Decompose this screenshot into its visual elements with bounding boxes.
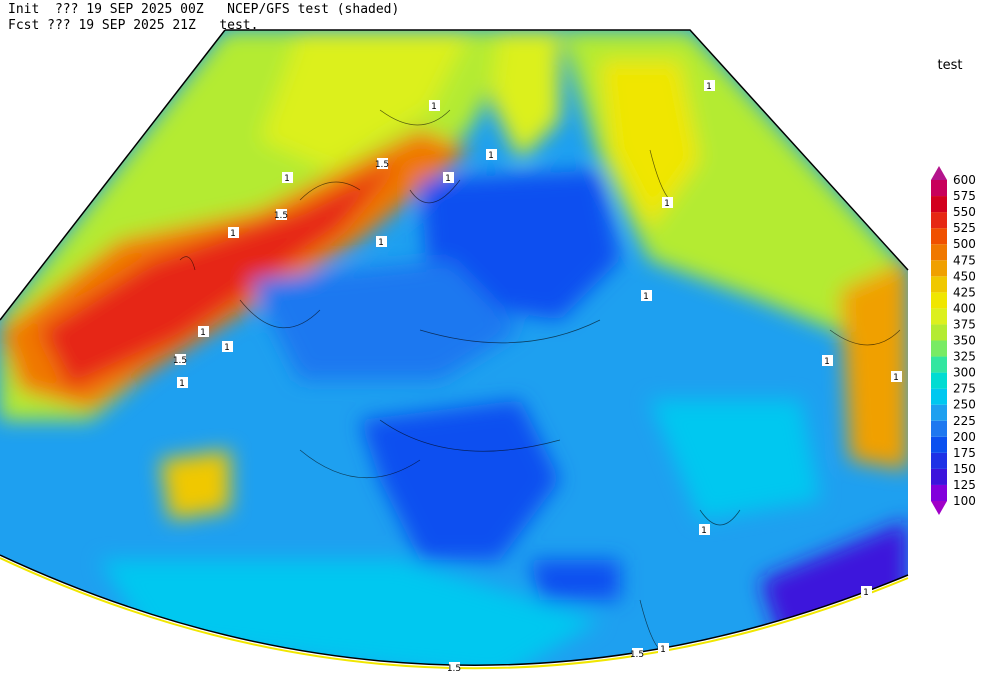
colorbar-segment [931, 324, 947, 341]
colorbar-label: 250 [953, 398, 976, 412]
colorbar-segment [931, 420, 947, 437]
colorbar-segment [931, 228, 947, 245]
colorbar-segment [931, 452, 947, 469]
contour-label-bg [198, 326, 209, 337]
colorbar-label: 375 [953, 317, 976, 331]
colorbar-segment [931, 468, 947, 485]
contour-label: 1 [643, 292, 649, 302]
colorbar-label: 550 [953, 205, 976, 219]
contour-label: 1 [488, 151, 494, 161]
contour-label: 1.5 [173, 356, 187, 366]
colorbar-label: 175 [953, 446, 976, 460]
contour-label-bg [443, 172, 454, 183]
colorbar-label: 325 [953, 350, 976, 364]
contour-label-bg [704, 80, 715, 91]
colorbar-segment [931, 196, 947, 213]
contour-label: 1 [224, 343, 230, 353]
colorbar-segment [931, 212, 947, 229]
contour-label-bg [861, 586, 872, 597]
contour-label-bg [486, 149, 497, 160]
colorbar-label: 350 [953, 334, 976, 348]
contour-label-bg [376, 236, 387, 247]
contour-label: 1 [660, 645, 666, 655]
colorbar-label: 200 [953, 430, 976, 444]
colorbar-arrow [931, 166, 947, 180]
contour-label: 1 [701, 526, 707, 536]
colorbar-segment [931, 372, 947, 389]
colorbar-label: 575 [953, 189, 976, 203]
colorbar-segment [931, 356, 947, 373]
colorbar-segment [931, 484, 947, 501]
contour-label-bg [822, 355, 833, 366]
contour-label: 1.5 [630, 650, 644, 660]
contour-label-bg [177, 377, 188, 388]
contour-label-bg [175, 354, 186, 365]
contour-label: 1 [200, 328, 206, 338]
contour-label-bg [891, 371, 902, 382]
colorbar-segment [931, 308, 947, 325]
colorbar-segment [931, 260, 947, 277]
contour-label-bg [658, 643, 669, 654]
colorbar-label: 275 [953, 382, 976, 396]
contour-label: 1 [431, 102, 437, 112]
contour-label: 1 [445, 174, 451, 184]
contour-label: 1 [378, 238, 384, 248]
contour-label: 1 [284, 174, 290, 184]
colorbar-segment [931, 292, 947, 309]
contour-label: 1.5 [274, 211, 288, 221]
header-line: Init ??? 19 SEP 2025 00Z NCEP/GFS test (… [8, 2, 399, 17]
colorbar-title: test [938, 58, 963, 73]
contour-label: 1 [664, 199, 670, 209]
contour-label-bg [276, 209, 287, 220]
colorbar-label: 125 [953, 478, 976, 492]
contour-label-bg [449, 662, 460, 673]
colorbar-label: 525 [953, 221, 976, 235]
contour-label: 1 [179, 379, 185, 389]
colorbar-label: 500 [953, 237, 976, 251]
contour-label: 1 [863, 588, 869, 598]
colorbar-segment [931, 388, 947, 405]
colorbar-label: 225 [953, 414, 976, 428]
colorbar-segment [931, 244, 947, 261]
contour-label-bg [228, 227, 239, 238]
colorbar-segment [931, 436, 947, 453]
colorbar-segment [931, 340, 947, 357]
contour-label: 1.5 [375, 160, 389, 170]
colorbar-label: 100 [953, 494, 976, 508]
contour-label-bg [632, 648, 643, 659]
contour-label-bg [662, 197, 673, 208]
contour-label: 1 [824, 357, 830, 367]
colorbar-label: 475 [953, 253, 976, 267]
contour-label-bg [222, 341, 233, 352]
colorbar-label: 300 [953, 366, 976, 380]
contour-label: 1.5 [447, 664, 461, 674]
contour-label-bg [429, 100, 440, 111]
colorbar-segment [931, 276, 947, 293]
contour-label-bg [699, 524, 710, 535]
header-line: Fcst ??? 19 SEP 2025 21Z test. [8, 18, 258, 33]
colorbar-arrow [931, 501, 947, 515]
colorbar-segment [931, 404, 947, 421]
map-field [0, 30, 908, 666]
contour-label: 1 [893, 373, 899, 383]
colorbar-label: 600 [953, 173, 976, 187]
contour-label: 1 [230, 229, 236, 239]
contour-label-bg [641, 290, 652, 301]
contour-label: 1 [706, 82, 712, 92]
colorbar-label: 425 [953, 285, 976, 299]
colorbar-label: 400 [953, 301, 976, 315]
colorbar-segment [931, 180, 947, 197]
contour-label-bg [377, 158, 388, 169]
contour-label-bg [282, 172, 293, 183]
colorbar-label: 150 [953, 462, 976, 476]
colorbar-label: 450 [953, 269, 976, 283]
